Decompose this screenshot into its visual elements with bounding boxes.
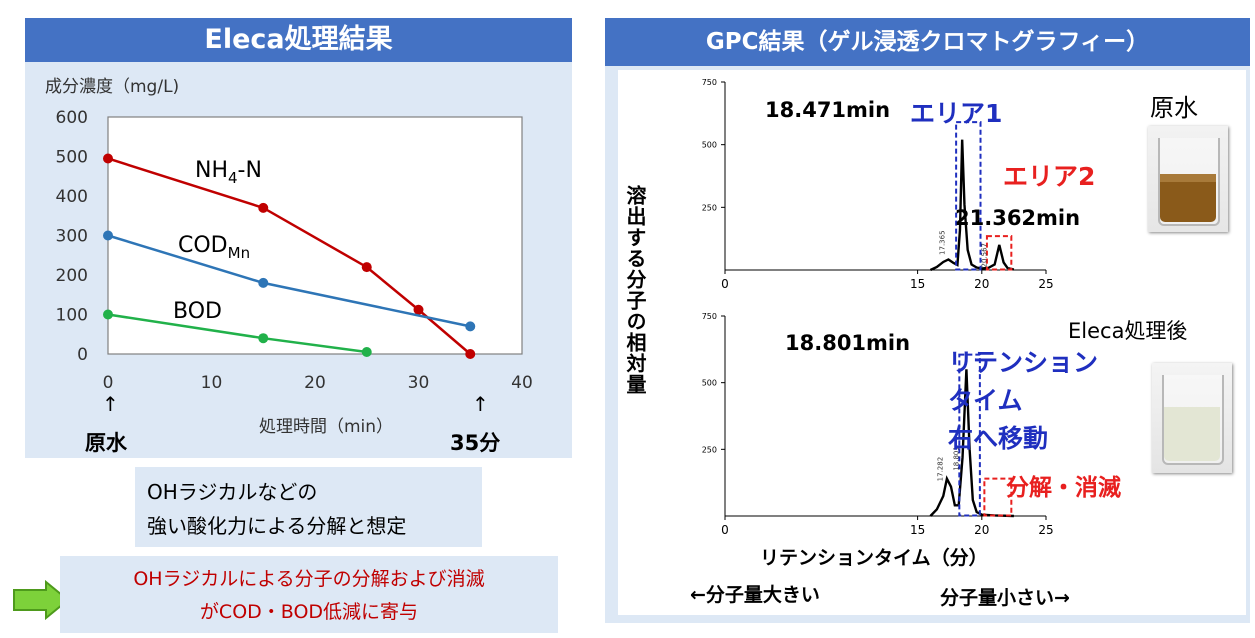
x-tick-label: 40 — [511, 373, 533, 393]
data-point — [258, 333, 269, 344]
x-tick-label: 20 — [304, 373, 326, 393]
label-raw-water: 原水 — [85, 431, 127, 455]
x-tick-label: 0 — [721, 277, 729, 291]
x-tick-label: 0 — [103, 373, 114, 393]
top-peak2-time: 21.362min — [955, 206, 1081, 230]
y-tick-label: 500 — [56, 148, 88, 168]
data-point — [413, 304, 424, 315]
shift-text-line3: 右へ移動 — [948, 424, 1049, 453]
peak-retention-label: 17.365 — [939, 230, 947, 255]
data-point — [465, 321, 476, 332]
note-conclusion-line1: OHラジカルによる分子の分解および消滅 — [133, 568, 485, 590]
y-tick-label: 0 — [77, 345, 88, 365]
up-arrow-left: ↑ — [102, 392, 119, 416]
vertical-axis-label: 溶出する分子の相対量 — [623, 185, 647, 395]
y-tick-label: 600 — [56, 108, 88, 128]
x-axis-title: 処理時間（min） — [259, 417, 393, 437]
x-tick-label: 10 — [201, 373, 223, 393]
top-area2-label: エリア2 — [1003, 162, 1096, 191]
y-tick-label: 300 — [56, 227, 88, 247]
data-point — [103, 309, 113, 320]
treatment-chart: 成分濃度（mg/L) 0 100 200 300 400 500 600 0 10 20 30 40 処理… — [45, 77, 533, 437]
up-arrow-right: ↑ — [472, 392, 489, 416]
decomposition-label: 分解・消滅 — [1006, 475, 1121, 501]
green-arrow-icon — [13, 580, 70, 620]
y-tick-label: 750 — [702, 312, 717, 321]
shift-text-line2: タイム — [948, 386, 1023, 415]
peak-retention-label: 18.801 — [953, 446, 961, 471]
x-tick-label: 25 — [1038, 277, 1053, 291]
small-molecule-label: 分子量小さい→ — [940, 587, 1070, 609]
x-tick-label: 25 — [1038, 523, 1053, 537]
series-label-0: NH4-N — [195, 158, 262, 187]
chromatogram-trace — [929, 139, 1015, 272]
note-box-conclusion — [60, 556, 558, 633]
data-point — [258, 277, 269, 288]
y-tick-label: 200 — [56, 266, 88, 286]
right-header: GPC結果（ゲル浸透クロマトグラフィー） — [605, 18, 1250, 66]
plot-area — [107, 116, 523, 355]
y-tick-label: 250 — [702, 445, 717, 454]
raw-water-label: 原水 — [1150, 94, 1198, 122]
data-point — [258, 202, 269, 213]
peak-retention-label: 20.567 — [980, 243, 988, 268]
y-tick-label: 500 — [702, 141, 717, 150]
series-label-2: BOD — [173, 299, 222, 324]
data-point — [103, 153, 113, 164]
top-peak-time: 18.471min — [765, 98, 891, 122]
label-35min: 35分 — [450, 431, 501, 455]
y-tick-label: 100 — [56, 306, 88, 326]
area1-box — [955, 121, 982, 271]
x-tick-label: 20 — [974, 523, 989, 537]
series-label-1: CODMn — [178, 233, 250, 262]
large-molecule-label: ←分子量大きい — [690, 584, 820, 606]
peak-retention-label: 17.282 — [937, 457, 945, 482]
left-header: Eleca処理結果 — [25, 18, 572, 62]
data-point — [103, 230, 113, 241]
gpc-chart-raw: 250 500 750 0 15 20 25 17.365 20.567 — [702, 78, 1054, 291]
x-tick-label: 15 — [910, 523, 925, 537]
shift-text-line1: リテンション — [948, 348, 1099, 377]
gpc-chart-treated: 250 500 750 0 15 20 25 17.282 18.801 — [702, 312, 1054, 537]
data-point — [361, 347, 372, 358]
x-tick-label: 0 — [721, 523, 729, 537]
x-axis-title-gpc: リテンションタイム（分） — [760, 547, 988, 569]
gpc-white-area — [618, 70, 1246, 615]
note-oxidation-line1: OHラジカルなどの — [147, 480, 318, 504]
note-oxidation-line2: 強い酸化力による分解と想定 — [147, 514, 407, 538]
eleca-after-label: Eleca処理後 — [1068, 319, 1188, 343]
note-conclusion-line2: がCOD・BOD低減に寄与 — [199, 601, 419, 623]
bottom-peak-time: 18.801min — [785, 331, 911, 355]
y-tick-label: 500 — [702, 379, 717, 388]
data-point — [465, 349, 476, 359]
note-box-oxidation — [135, 467, 482, 547]
top-area1-label: エリア1 — [910, 99, 1003, 128]
area2-box — [985, 235, 1013, 271]
data-point — [361, 262, 372, 273]
treated-peak-box — [958, 353, 981, 517]
treated-water-beaker-photo — [1152, 363, 1232, 473]
x-tick-label: 30 — [408, 373, 430, 393]
x-tick-label: 20 — [974, 277, 989, 291]
y-axis-title: 成分濃度（mg/L) — [45, 77, 179, 97]
y-tick-label: 250 — [702, 203, 717, 212]
x-tick-label: 15 — [910, 277, 925, 291]
y-tick-label: 400 — [56, 187, 88, 207]
y-tick-label: 750 — [702, 78, 717, 87]
raw-water-beaker-photo — [1148, 126, 1228, 232]
